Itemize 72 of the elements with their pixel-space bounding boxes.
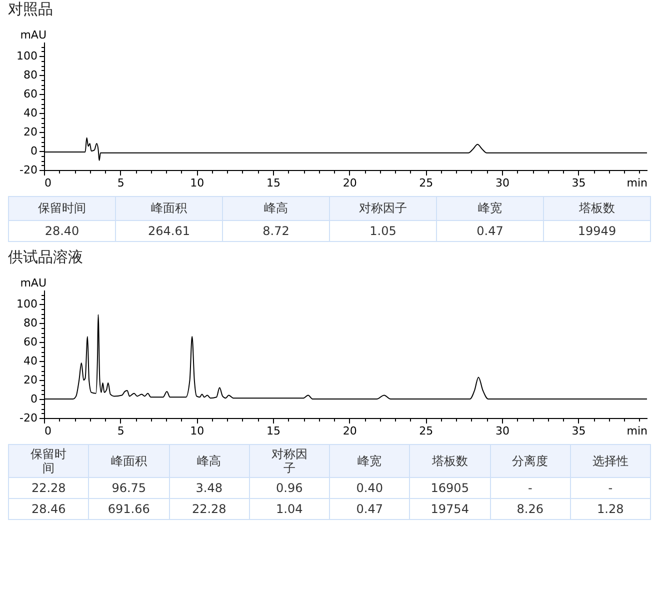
category-label: 塔板数 [410,444,490,478]
text: 28.46 [31,502,66,516]
y-tick-label: 100 [16,50,38,63]
text: 22.28 [31,481,66,495]
text: 0.47 [476,224,504,238]
text: 16905 [430,481,469,495]
x-tick-label: 15 [266,176,280,190]
x-tick-label: 25 [419,424,434,438]
y-tick-label: 80 [24,68,38,82]
y-tick-label: 60 [24,88,38,101]
y-tick-label: 40 [24,106,38,120]
category-label: 分离度 [490,444,570,478]
y-tick-label: 20 [24,126,38,139]
y-axis-title: mAU [20,28,46,42]
text: 0.96 [276,481,303,495]
y-tick-label: 80 [24,316,38,330]
category-label: 峰宽 [436,196,544,220]
category-label: 峰高 [222,196,330,220]
x-tick-label: 20 [342,176,357,190]
category-label: 峰高 [169,444,250,478]
text: 22.28 [192,502,226,516]
category-label: 塔板数 [544,196,650,220]
x-tick-label: 0 [44,176,52,190]
text: 8.72 [262,224,290,238]
x-tick-label: 0 [44,424,52,438]
x-tick-label: 10 [190,176,204,190]
y-tick-label: 20 [24,374,38,387]
x-tick-label: 20 [342,424,357,438]
category-label: 峰宽 [330,444,410,478]
category-label: 对称因子 [330,196,436,220]
text: 1.05 [370,224,396,238]
x-tick-label: 5 [117,424,124,438]
y-tick-label: 100 [16,298,38,311]
x-tick-label: 35 [572,176,586,190]
text: - [528,481,532,495]
category-label: 保留时间 [8,196,116,220]
x-tick-label: 35 [572,424,586,438]
text: 264.61 [148,224,190,238]
text: 1.28 [597,502,624,516]
y-tick-label: 0 [30,144,38,158]
category-label: 选择性 [570,444,650,478]
text: 3.48 [196,481,222,495]
category-label: 保留时间 [8,444,89,478]
chart-title: 供试品溶液 [8,248,83,266]
y-tick-label: 60 [24,336,38,349]
x-tick-label: 30 [495,176,510,190]
x-tick-label: 5 [117,176,124,190]
text: 8.26 [516,502,544,516]
text: 1.04 [276,502,303,516]
text: 19754 [430,502,469,516]
y-tick-label: -20 [20,164,38,176]
text: 28.40 [44,224,80,238]
text: 96.75 [112,481,146,495]
x-axis-title: min [626,176,648,190]
category-label: 峰面积 [116,196,222,220]
x-tick-label: 10 [190,424,204,438]
chart-title: 对照品 [8,0,53,18]
y-tick-label: 0 [30,392,38,406]
text: 691.66 [108,502,150,516]
y-tick-label: -20 [20,412,38,424]
text: 0.47 [356,502,383,516]
category-label: 对称因子 [249,444,330,478]
x-tick-label: 30 [495,424,510,438]
category-label: 峰面积 [88,444,169,478]
text: 0.40 [356,481,383,495]
text: - [608,481,613,495]
x-axis-title: min [626,424,648,438]
x-tick-label: 25 [419,176,434,190]
x-tick-label: 15 [266,424,280,438]
text: 19949 [578,224,616,238]
y-tick-label: 40 [24,354,38,368]
y-axis-title: mAU [20,276,46,290]
